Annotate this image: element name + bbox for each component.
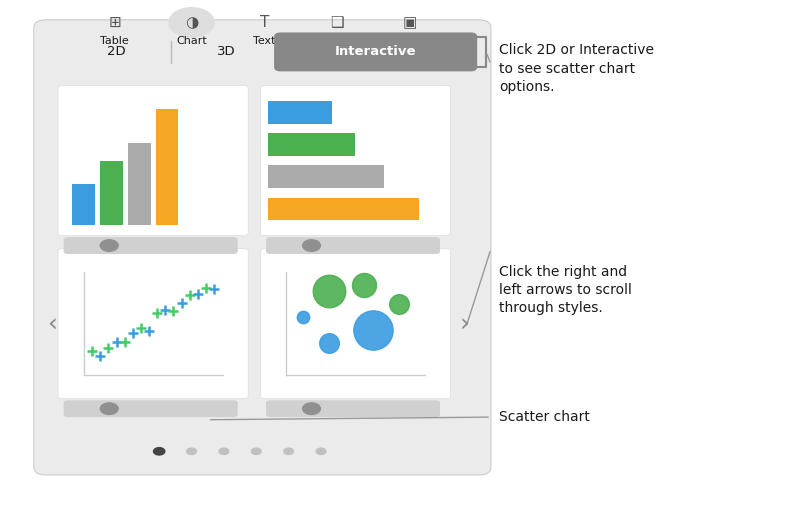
Text: Click the right and
left arrows to scroll
through styles.: Click the right and left arrows to scrol… [499,264,631,315]
FancyBboxPatch shape [260,86,450,235]
Text: Text: Text [253,36,275,46]
Text: Click 2D or Interactive
to see scatter chart
options.: Click 2D or Interactive to see scatter c… [499,43,653,94]
Circle shape [315,448,325,454]
Circle shape [101,403,118,415]
FancyBboxPatch shape [63,237,238,254]
Circle shape [303,240,320,251]
Text: 3D: 3D [217,45,235,58]
Circle shape [251,448,261,454]
FancyBboxPatch shape [274,32,477,71]
Text: ▣: ▣ [402,15,417,30]
Text: 2D: 2D [107,45,126,58]
Text: Scatter chart: Scatter chart [499,410,590,424]
Text: ‹: ‹ [47,313,58,337]
FancyBboxPatch shape [266,400,440,417]
Text: ◑: ◑ [185,15,198,30]
Text: T: T [260,15,268,30]
Text: ⊞: ⊞ [108,15,121,30]
Circle shape [153,448,165,455]
Text: Media: Media [393,36,427,46]
Text: Interactive: Interactive [334,45,416,58]
Text: ›: › [460,313,470,337]
FancyBboxPatch shape [58,86,248,235]
Circle shape [101,240,118,251]
Circle shape [169,8,214,37]
FancyBboxPatch shape [63,400,238,417]
Text: Table: Table [101,36,129,46]
FancyBboxPatch shape [260,249,450,399]
Circle shape [187,448,196,454]
FancyBboxPatch shape [58,249,248,399]
FancyBboxPatch shape [266,237,440,254]
Text: ❑: ❑ [330,15,344,30]
Circle shape [303,403,320,415]
Circle shape [219,448,229,454]
Text: Shape: Shape [320,36,354,46]
Text: Chart: Chart [176,36,207,46]
Circle shape [284,448,293,454]
FancyBboxPatch shape [34,20,491,475]
